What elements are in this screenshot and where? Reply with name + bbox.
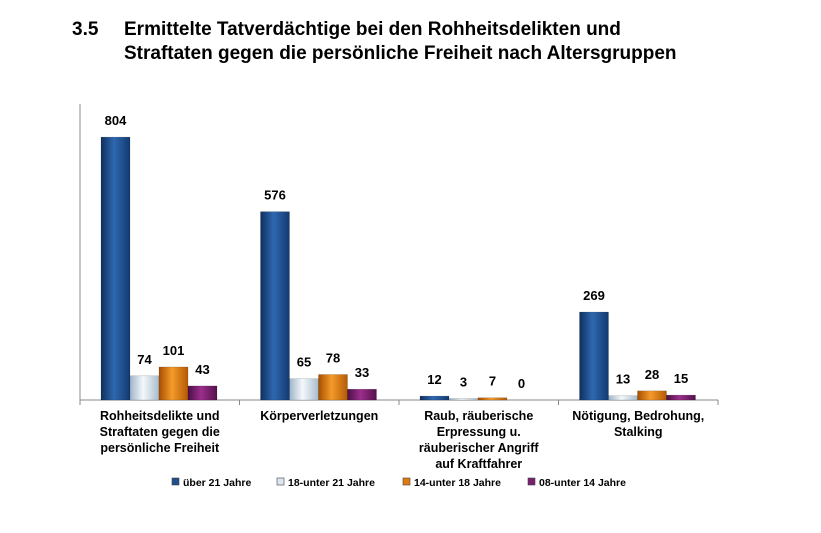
value-label: 78 — [326, 350, 340, 365]
legend-swatch — [171, 477, 180, 486]
bar-1-1 — [289, 378, 319, 401]
legend-swatch — [402, 477, 411, 486]
bar-2-0 — [158, 366, 189, 401]
category-label: Erpressung u. — [437, 425, 521, 439]
legend-label: 08-unter 14 Jahre — [539, 477, 626, 489]
legend-label: über 21 Jahre — [183, 477, 251, 489]
bar-3-3 — [666, 394, 696, 401]
value-label: 74 — [137, 352, 152, 367]
value-label: 7 — [489, 374, 496, 389]
bar-2-1 — [318, 374, 348, 401]
value-label: 65 — [297, 355, 311, 370]
value-label: 43 — [195, 362, 209, 377]
category-label: auf Kraftfahrer — [435, 457, 522, 471]
title-line-1: Ermittelte Tatverdächtige bei den Rohhei… — [124, 19, 621, 40]
legend: über 21 Jahre 18-unter 21 Jahre 14-unter 1… — [171, 477, 626, 489]
value-label: 3 — [460, 375, 467, 390]
category-labels: Rohheitsdelikte und Straftaten gegen die p… — [100, 409, 705, 471]
chart-axes — [79, 104, 719, 405]
bar-0-3 — [579, 311, 609, 401]
value-label: 12 — [427, 372, 441, 387]
legend-label: 14-unter 18 Jahre — [414, 477, 501, 489]
category-label: Stalking — [614, 425, 663, 439]
category-label: Nötigung, Bedrohung, — [572, 409, 704, 423]
value-label: 15 — [674, 371, 688, 386]
legend-swatch — [276, 477, 285, 486]
bar-2-3 — [637, 390, 667, 401]
bar-0-2 — [419, 395, 450, 401]
legend-swatch — [527, 477, 536, 486]
bar-1-0 — [129, 375, 160, 401]
value-label: 28 — [645, 367, 659, 382]
bar-1-2 — [448, 398, 479, 401]
bar-1-3 — [608, 395, 638, 401]
value-labels: 804 74 101 43 576 65 78 33 12 3 7 0 269 13 28 15 — [105, 113, 689, 391]
value-label: 101 — [163, 343, 185, 358]
value-label: 33 — [355, 365, 369, 380]
category-label: Rohheitsdelikte und — [100, 409, 219, 423]
category-label: Raub, räuberische — [424, 409, 533, 423]
bar-0-1 — [260, 211, 290, 401]
legend-label: 18-unter 21 Jahre — [288, 477, 375, 489]
bar-3-0 — [187, 385, 218, 401]
value-label: 13 — [616, 372, 630, 387]
value-label: 804 — [105, 113, 127, 128]
bar-0-0 — [100, 136, 131, 401]
category-label: räuberischer Angriff — [419, 441, 540, 455]
value-label: 0 — [518, 376, 525, 391]
title-line-2: Straftaten gegen die persönliche Freihei… — [124, 43, 677, 64]
bar-2-2 — [477, 397, 508, 401]
bars-group — [100, 136, 696, 401]
bar-3-1 — [347, 388, 377, 401]
category-label: Körperverletzungen — [260, 409, 378, 423]
section-number: 3.5 — [72, 19, 99, 40]
category-label: persönliche Freiheit — [100, 441, 220, 455]
category-label: Straftaten gegen die — [100, 425, 220, 439]
value-label: 269 — [583, 288, 605, 303]
value-label: 576 — [264, 188, 286, 203]
